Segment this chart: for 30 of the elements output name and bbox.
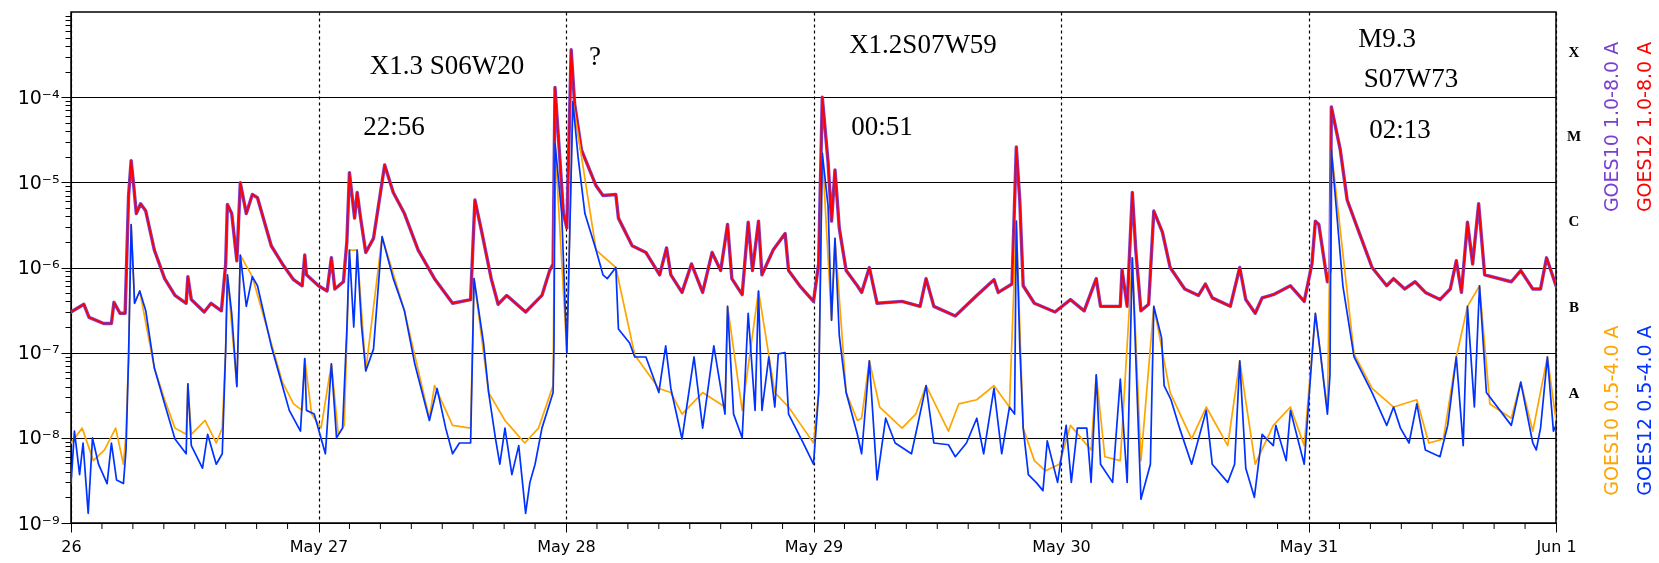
text: C: [1568, 213, 1580, 229]
annotation: ?: [589, 41, 601, 71]
text: GOES10 0.5-4.0 A: [1600, 325, 1622, 496]
y-tick-label: 10⁻⁶: [17, 256, 60, 278]
x-tick-label: May 27: [289, 536, 349, 556]
y-tick-label: 10⁻⁴: [17, 85, 60, 108]
text: GOES10 1.0-8.0 A: [1600, 41, 1622, 213]
text: B: [1568, 299, 1580, 315]
x-tick-label: 26: [61, 536, 82, 556]
annotation: X1.2S07W59: [849, 29, 997, 59]
text: GOES12 0.5-4.0 A: [1633, 325, 1655, 496]
annotation: M9.3: [1358, 23, 1416, 53]
annotation: X1.3 S06W20: [369, 50, 525, 80]
text: X: [1568, 44, 1580, 60]
y-tick-label: 10⁻⁷: [17, 341, 60, 364]
x-tick-label: May 29: [784, 536, 844, 556]
x-tick-label: May 28: [537, 536, 596, 556]
annotation: 02:13: [1369, 114, 1431, 144]
x-tick-label: May 30: [1032, 536, 1091, 556]
y-tick-label: 10⁻⁵: [17, 170, 60, 193]
text: GOES12 1.0-8.0 A: [1633, 41, 1655, 213]
x-tick-label: Jun 1: [1535, 536, 1577, 556]
y-tick-label: 10⁻⁸: [17, 426, 60, 449]
text: A: [1568, 385, 1580, 401]
annotation: 22:56: [363, 111, 425, 141]
annotation: S07W73: [1363, 63, 1459, 93]
x-tick-label: May 31: [1279, 536, 1339, 556]
annotation: 00:51: [851, 111, 913, 141]
y-tick-label: 10⁻⁹: [17, 511, 60, 534]
text: M: [1566, 128, 1582, 144]
